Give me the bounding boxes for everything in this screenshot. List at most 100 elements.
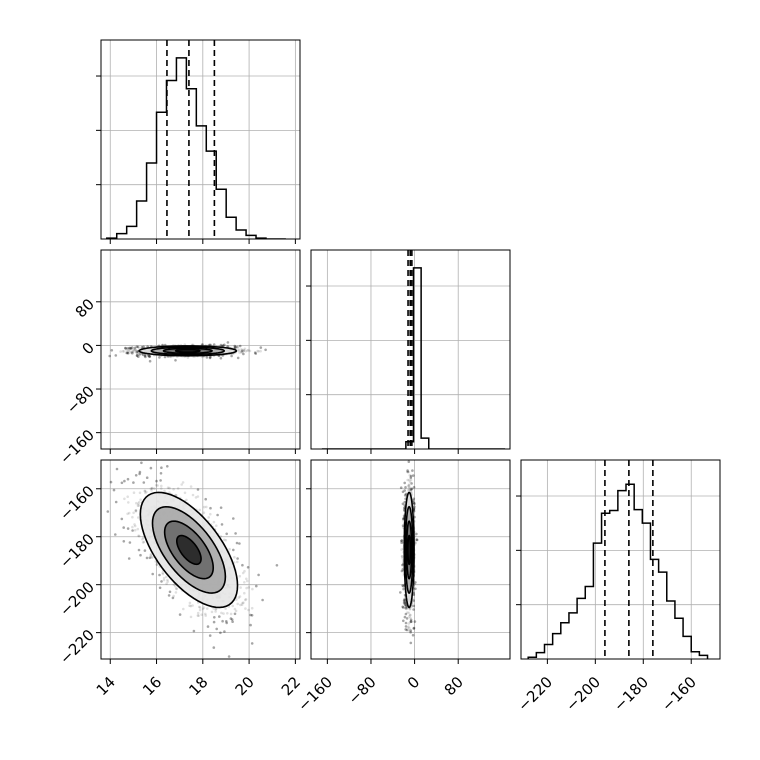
sample-point <box>412 626 416 630</box>
sample-point <box>401 557 404 560</box>
sample-point <box>242 348 245 352</box>
sample-point <box>209 356 212 359</box>
sample-point <box>205 607 209 610</box>
sample-point <box>236 356 240 360</box>
sample-point <box>135 352 139 355</box>
sample-point <box>414 541 417 545</box>
sample-point <box>414 587 417 591</box>
sample-point <box>175 587 178 591</box>
sample-point <box>403 500 407 504</box>
sample-point <box>133 524 137 528</box>
sample-point <box>234 609 238 613</box>
sample-point <box>163 355 167 359</box>
sample-point <box>407 625 410 628</box>
sample-point <box>231 604 235 608</box>
sample-point <box>408 613 412 617</box>
sample-point <box>254 584 258 588</box>
sample-point <box>196 614 200 617</box>
sample-point <box>109 480 113 484</box>
sample-point <box>250 642 254 645</box>
sample-point <box>198 508 201 512</box>
sample-point <box>251 587 254 591</box>
sample-point <box>244 598 248 601</box>
sample-point <box>247 348 250 352</box>
sample-point <box>226 341 230 344</box>
sample-point <box>229 617 233 620</box>
sample-point <box>135 345 139 349</box>
sample-point <box>235 598 238 601</box>
sample-point <box>178 613 182 616</box>
sample-point <box>123 497 126 501</box>
sample-point <box>132 348 135 351</box>
sample-point <box>233 612 237 616</box>
sample-point <box>166 486 170 490</box>
sample-point <box>126 351 129 355</box>
sample-point <box>259 349 262 353</box>
sample-point <box>143 353 147 357</box>
sample-point <box>212 520 216 524</box>
sample-point <box>135 354 139 357</box>
sample-point <box>209 506 212 510</box>
sample-point <box>142 540 146 544</box>
sample-point <box>228 547 231 551</box>
sample-point <box>235 541 239 545</box>
sample-point <box>264 348 267 352</box>
sample-point <box>208 343 211 347</box>
histogram-step <box>106 57 286 239</box>
sample-point <box>409 630 412 634</box>
x-gridlines <box>546 460 692 659</box>
sample-point <box>198 608 202 612</box>
sample-point <box>240 350 243 353</box>
sample-point <box>242 352 245 356</box>
sample-point <box>409 488 413 491</box>
sample-point <box>172 583 176 587</box>
sample-point <box>407 629 411 632</box>
sample-point <box>131 351 134 355</box>
sample-point <box>129 347 133 350</box>
sample-point <box>245 579 249 583</box>
pair-panel-0-2: 14 16 18 20 22−220−200−180−160 <box>56 459 304 699</box>
sample-point <box>233 346 237 349</box>
sample-point <box>232 548 235 552</box>
sample-point <box>410 487 414 491</box>
sample-point <box>144 355 147 359</box>
sample-point <box>407 460 411 464</box>
sample-point <box>168 590 172 594</box>
sample-point <box>233 607 237 611</box>
sample-point <box>191 493 195 497</box>
sample-point <box>136 516 140 519</box>
sample-point <box>412 507 416 510</box>
sample-point <box>141 538 144 541</box>
sample-point <box>160 487 163 490</box>
marginal-panel-1 <box>306 249 511 454</box>
sample-point <box>408 474 412 477</box>
x-tick-label-2: 18 <box>185 673 211 699</box>
sample-point <box>125 349 128 353</box>
sample-point <box>126 351 130 355</box>
sample-point <box>182 607 185 611</box>
sample-point <box>148 355 151 358</box>
sample-point <box>165 575 168 579</box>
sample-point <box>108 354 111 358</box>
sample-point <box>147 355 151 358</box>
panel-frame <box>100 39 301 240</box>
sample-point <box>205 505 208 509</box>
sample-point <box>406 626 410 629</box>
sample-point <box>150 556 154 559</box>
sample-point <box>150 486 154 490</box>
sample-point <box>201 607 205 611</box>
sample-point <box>400 539 404 542</box>
sample-point <box>208 356 212 360</box>
sample-point <box>214 608 217 611</box>
sample-point <box>404 621 408 625</box>
sample-point <box>155 479 158 483</box>
sample-point <box>166 465 169 468</box>
sample-point <box>415 538 418 541</box>
sample-point <box>412 593 416 597</box>
sample-point <box>243 569 246 573</box>
sample-point <box>247 586 251 589</box>
sample-point <box>405 607 408 610</box>
sample-point <box>156 484 159 487</box>
sample-point <box>120 481 124 485</box>
sample-point <box>246 349 249 352</box>
